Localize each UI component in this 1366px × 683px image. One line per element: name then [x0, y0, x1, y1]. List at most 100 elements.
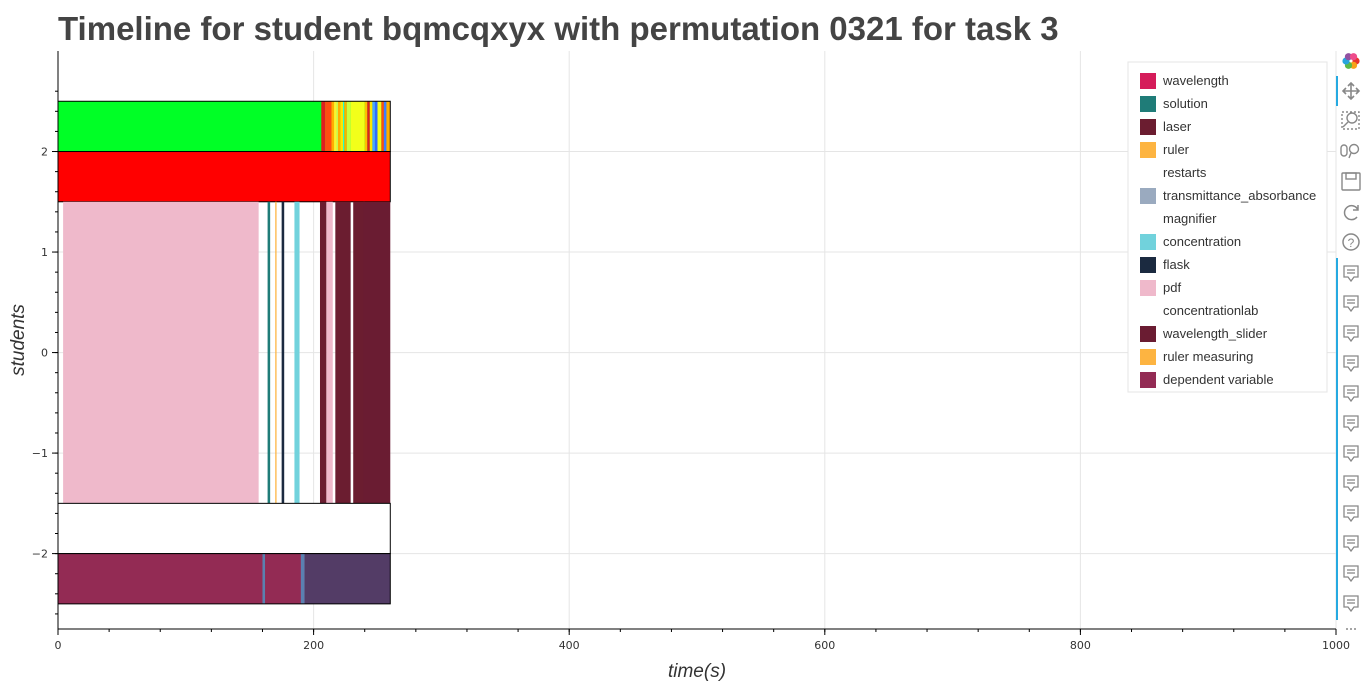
- timeline-segment: [319, 201, 327, 504]
- toolbar[interactable]: ?: [1336, 53, 1361, 630]
- timeline-row-base: [58, 151, 391, 202]
- hover-tool-icon[interactable]: [1343, 565, 1359, 583]
- x-tick-label: 1000: [1322, 639, 1350, 652]
- legend-swatch: [1140, 349, 1156, 365]
- timeline-segment: [377, 101, 382, 152]
- bokeh-logo-icon[interactable]: [1342, 53, 1360, 69]
- timeline-row-base: [58, 503, 391, 554]
- hover-bubble: [1343, 415, 1359, 433]
- legend-item-label: pdf: [1163, 280, 1181, 295]
- help-icon[interactable]: ?: [1342, 233, 1360, 251]
- hover-bubble: [1343, 265, 1359, 283]
- timeline-segment: [335, 201, 351, 504]
- x-tick-label: 400: [559, 639, 580, 652]
- legend-item-label: concentrationlab: [1163, 303, 1258, 318]
- hover-bubble: [1343, 325, 1359, 343]
- box-zoom-icon[interactable]: [1341, 111, 1360, 130]
- timeline-segment: [381, 101, 384, 152]
- hover-tool-icon[interactable]: [1343, 325, 1359, 343]
- more-tools-icon[interactable]: [1346, 628, 1356, 630]
- timeline-bars: [57, 100, 391, 605]
- timeline-segment: [63, 201, 259, 504]
- timeline-segment: [344, 101, 347, 152]
- legend-item-label: ruler: [1163, 142, 1190, 157]
- legend-swatch: [1140, 326, 1156, 342]
- legend-item-label: concentration: [1163, 234, 1241, 249]
- timeline-segment: [331, 101, 335, 152]
- hover-tool-icon[interactable]: [1343, 475, 1359, 493]
- legend-swatch: [1140, 119, 1156, 135]
- timeline-segment: [281, 201, 285, 504]
- hover-tool-icon[interactable]: [1343, 595, 1359, 613]
- wheel-zoom-icon[interactable]: [1340, 143, 1360, 159]
- timeline-segment: [337, 101, 341, 152]
- timeline-segment: [340, 101, 343, 152]
- x-tick-label: 800: [1070, 639, 1091, 652]
- hover-bubble: [1343, 535, 1359, 553]
- hover-bubble: [1343, 385, 1359, 403]
- reset-arrow: [1343, 204, 1359, 221]
- logo-petal: [1349, 53, 1358, 61]
- mouse-wheel: [1340, 144, 1348, 157]
- hover-tool-icon[interactable]: [1343, 385, 1359, 403]
- timeline-segment: [275, 201, 277, 504]
- zoom-box: [1341, 111, 1360, 130]
- hover-tool-icon[interactable]: [1343, 445, 1359, 463]
- more-dot: [1350, 628, 1352, 630]
- legend-item-label: dependent variable: [1163, 372, 1274, 387]
- hover-bubble: [1343, 475, 1359, 493]
- timeline-segment: [334, 101, 337, 152]
- reset-icon[interactable]: [1343, 204, 1359, 221]
- timeline-segment: [267, 201, 271, 504]
- more-dot: [1354, 628, 1356, 630]
- pan-arrows: [1341, 81, 1361, 101]
- timeline-segment: [325, 101, 332, 152]
- help-glyph: ?: [1348, 236, 1355, 250]
- hover-bubble: [1343, 505, 1359, 523]
- legend-swatch: [1140, 96, 1156, 112]
- logo-petal: [1344, 53, 1353, 61]
- hover-tool-icon[interactable]: [1343, 505, 1359, 523]
- logo-petal: [1349, 61, 1358, 69]
- timeline-segment: [336, 101, 338, 152]
- y-tick-label: 2: [41, 146, 48, 159]
- timeline-segment: [363, 201, 391, 504]
- y-axis-label: students: [8, 304, 29, 376]
- hover-tool-icon[interactable]: [1343, 415, 1359, 433]
- timeline-segment: [383, 101, 387, 152]
- wheel-zoom-lens: [1348, 143, 1360, 155]
- legend-item-label: laser: [1163, 119, 1192, 134]
- legend-swatch: [1140, 188, 1156, 204]
- timeline-segment: [262, 553, 266, 604]
- hover-bubble: [1343, 445, 1359, 463]
- hover-tool-icon[interactable]: [1343, 535, 1359, 553]
- legend-swatch: [1140, 234, 1156, 250]
- legend-item-label: wavelength: [1162, 73, 1229, 88]
- pan-icon[interactable]: [1341, 81, 1361, 101]
- timeline-segment: [372, 101, 375, 152]
- y-tick-label: 1: [41, 246, 48, 259]
- hover-bubble: [1343, 595, 1359, 613]
- timeline-segment: [364, 101, 368, 152]
- legend-item-label: restarts: [1163, 165, 1207, 180]
- timeline-segment: [386, 101, 391, 152]
- legend-item-label: flask: [1163, 257, 1190, 272]
- y-tick-label: −2: [32, 548, 48, 561]
- hover-tool-icon[interactable]: [1343, 265, 1359, 283]
- timeline-segment: [353, 201, 365, 504]
- legend-item-label: magnifier: [1163, 211, 1217, 226]
- timeline-segment: [294, 201, 300, 504]
- zoom-handle: [1342, 121, 1349, 128]
- save-label: [1345, 172, 1357, 180]
- legend-item-label: ruler measuring: [1163, 349, 1253, 364]
- chart-title: Timeline for student bqmcqxyx with permu…: [58, 10, 1059, 47]
- timeline-segment: [367, 101, 370, 152]
- save-icon[interactable]: [1341, 172, 1361, 191]
- y-tick-label: −1: [32, 447, 48, 460]
- timeline-segment: [350, 101, 365, 152]
- timeline-segment: [369, 101, 373, 152]
- legend-item-label: solution: [1163, 96, 1208, 111]
- hover-tool-icon[interactable]: [1343, 355, 1359, 373]
- hover-tool-icon[interactable]: [1343, 295, 1359, 313]
